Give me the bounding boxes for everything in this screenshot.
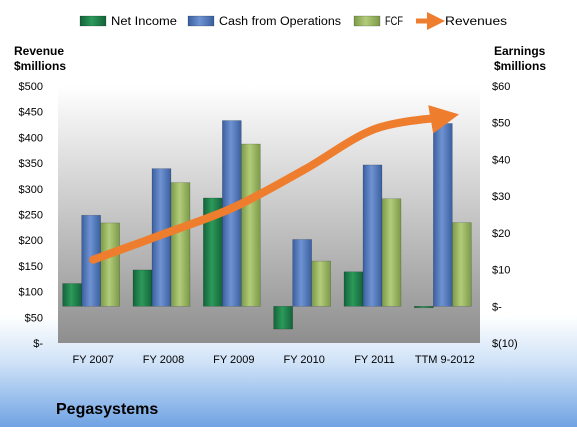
legend-swatch [353, 15, 381, 27]
bar-fcf-fy-2011 [381, 198, 402, 307]
bar-cash-from-operations-fy-2010 [292, 239, 312, 307]
y-left-tick-label: $- [33, 338, 43, 350]
y-right-tick-label: $50 [492, 118, 510, 130]
y-left-tick-label: $50 [25, 312, 43, 324]
legend-label: Net Income [111, 16, 177, 28]
y-left-tick-label: $300 [19, 184, 43, 196]
legend-item-net-income: Net Income [79, 15, 177, 28]
revenues-line [89, 105, 460, 264]
legend-label: Cash from Operations [219, 16, 341, 28]
y-right-tick-label: $10 [492, 265, 510, 277]
bar-net-income-fy-2008 [132, 269, 153, 307]
y-right-tick-label: $20 [492, 228, 510, 240]
bar-net-income-fy-2011 [343, 271, 364, 307]
y-left-tick-label: $100 [19, 287, 43, 299]
legend-swatch [79, 15, 107, 27]
x-tick-label: FY 2008 [143, 354, 184, 366]
y-right-tick-label: $30 [492, 191, 510, 203]
y-left-label-line2: $millions [14, 59, 66, 73]
y-left-tick-label: $250 [19, 210, 43, 222]
y-right-tick-label: $60 [492, 81, 510, 93]
y-left-tick-label: $150 [19, 261, 43, 273]
bar-fcf-fy-2007 [100, 222, 120, 307]
x-tick-labels: FY 2007 FY 2008 FY 2009 FY 2010 FY 2011 TTM 9… [72, 354, 474, 366]
y-left-label-line1: Revenue [14, 44, 64, 58]
y-right-label-line1: Earnings [494, 44, 546, 58]
x-tick-label: FY 2010 [283, 354, 324, 366]
x-tick-label: TTM 9-2012 [415, 354, 475, 366]
y-left-tick-label: $200 [19, 235, 43, 247]
legend-item-revenues: Revenues [416, 12, 507, 30]
y-left-tick-labels: $- $50 $100 $150 $200 $250 $300 $350 $400 $450 $50… [19, 81, 44, 350]
legend-swatch [187, 15, 215, 27]
chart-title: Pegasystems [56, 401, 158, 418]
x-tick-label: FY 2007 [72, 354, 113, 366]
y-left-tick-label: $500 [19, 81, 43, 93]
y-right-tick-labels: $(10) $- $10 $20 $30 $40 $50 $60 [492, 81, 518, 350]
legend-item-cash-from-operations: Cash from Operations [187, 15, 341, 28]
y-left-tick-label: $400 [19, 132, 43, 144]
y-right-tick-label: $40 [492, 154, 510, 166]
legend: Net Income Cash from Operations FCF Revenue… [79, 12, 507, 30]
bar-fcf-fy-2008 [170, 182, 191, 307]
plot-area [58, 86, 480, 343]
bar-cash-from-operations-ttm-9-2012 [433, 123, 453, 307]
bar-marks [62, 120, 472, 330]
legend-label: FCF [385, 16, 403, 28]
y-right-label-line2: $millions [494, 59, 546, 73]
bar-net-income-fy-2007 [62, 283, 82, 307]
x-tick-label: FY 2009 [213, 354, 254, 366]
y-left-tick-label: $350 [19, 158, 43, 170]
bar-net-income-ttm-9-2012 [414, 305, 434, 309]
bar-cash-from-operations-fy-2011 [362, 164, 383, 307]
bar-net-income-fy-2010 [273, 305, 293, 330]
y-left-tick-label: $450 [19, 107, 43, 119]
bar-fcf-ttm-9-2012 [452, 222, 472, 307]
y-right-tick-label: $(10) [492, 338, 518, 350]
x-tick-label: FY 2011 [354, 354, 395, 366]
y-right-tick-label: $- [492, 301, 502, 313]
bar-fcf-fy-2010 [311, 260, 331, 307]
revenues-arrow-series [89, 105, 460, 264]
bar-fcf-fy-2009 [241, 143, 261, 307]
legend-label: Revenues [445, 16, 507, 28]
legend-item-fcf: FCF [353, 15, 403, 28]
